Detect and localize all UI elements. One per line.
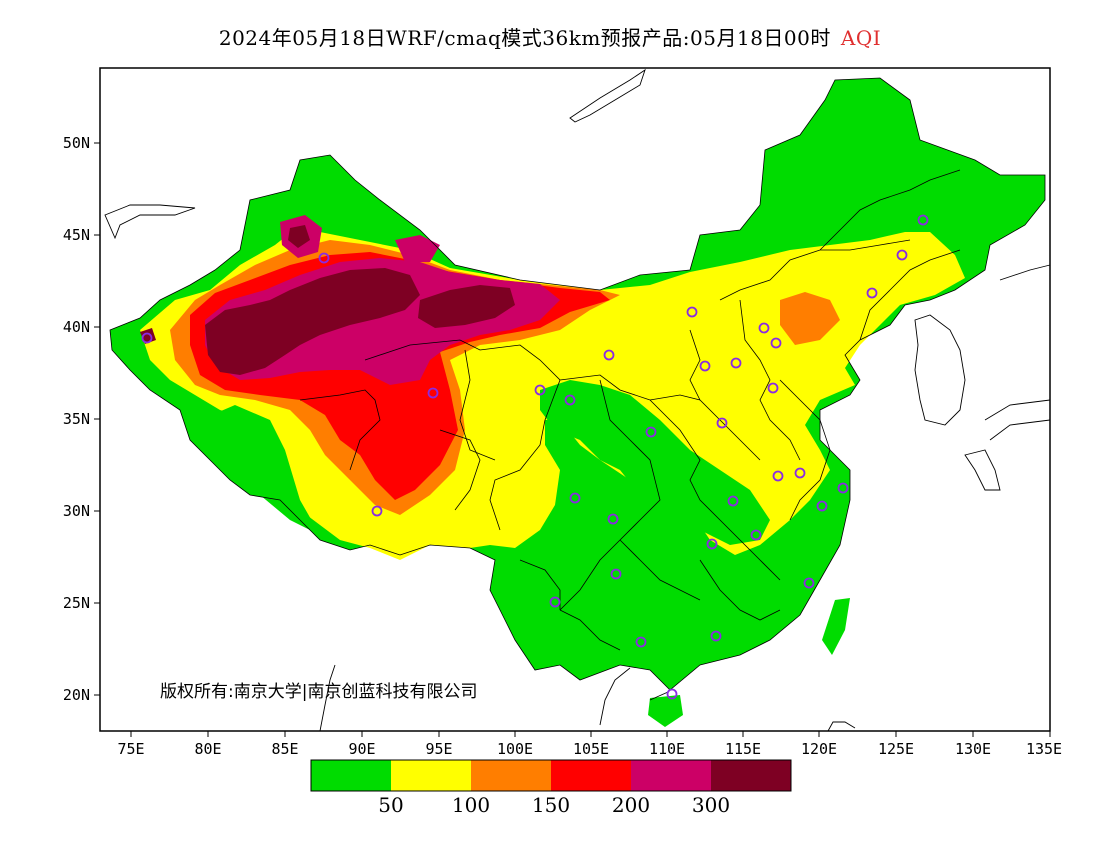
coast-baikal (569, 68, 646, 123)
coast-japan (964, 399, 1051, 491)
lat-tick-label: 45N (63, 226, 90, 244)
colorbar-label: 50 (378, 793, 403, 817)
station-marker (803, 577, 815, 589)
coast-vietnam (599, 667, 669, 726)
station-marker (534, 384, 546, 396)
coast-kazakh-lake (104, 204, 196, 240)
lon-tick-label: 110E (649, 740, 685, 758)
lon-tick-label: 130E (955, 740, 991, 758)
lat-tick-label: 30N (63, 502, 90, 520)
lat-axis (94, 142, 100, 696)
colorbar-swatch (711, 760, 791, 791)
country-boundary (109, 77, 1046, 691)
coast-myanmar (319, 664, 336, 732)
map-frame (99, 67, 1051, 732)
title-variable: AQI (840, 26, 882, 50)
lon-tick-label: 85E (271, 740, 298, 758)
lon-tick-label: 100E (497, 740, 533, 758)
lon-axis (130, 731, 1051, 737)
station-marker (569, 492, 581, 504)
aqi-region-hainan (648, 695, 683, 727)
province-lines (299, 169, 961, 651)
coast-korea (914, 314, 966, 426)
station-marker (758, 322, 770, 334)
station-marker (549, 596, 561, 608)
colorbar-swatch (551, 760, 631, 791)
coast-philippines (827, 721, 856, 732)
lon-tick-label: 120E (801, 740, 837, 758)
lon-tick-label: 90E (348, 740, 375, 758)
aqi-region-good-tibet (200, 405, 320, 535)
lon-tick-label: 115E (725, 740, 761, 758)
aqi-fields (110, 78, 1045, 727)
lat-tick-label: 20N (63, 686, 90, 704)
lon-tick-label: 75E (117, 740, 144, 758)
station-marker (603, 349, 615, 361)
lat-tick-label: 40N (63, 318, 90, 336)
station-marker (318, 252, 330, 264)
map-title: 2024年05月18日WRF/cmaq模式36km预报产品:05月18日00时 A… (0, 22, 1100, 51)
copyright-text: 版权所有:南京大学|南京创蓝科技有限公司 (160, 682, 477, 702)
aqi-region-very-unhealthy-bayan (395, 235, 440, 262)
colorbar-label: 300 (692, 793, 730, 817)
aqi-region-hazardous (205, 268, 420, 375)
colorbar-border (310, 759, 792, 792)
lat-tick-label: 35N (63, 410, 90, 428)
colorbar-swatch (631, 760, 711, 791)
colorbar-label: 200 (612, 793, 650, 817)
station-marker (767, 382, 779, 394)
station-marker (772, 470, 784, 482)
colorbar: 50 100 150 200 300 (310, 759, 792, 817)
station-marker (896, 249, 908, 261)
station-marker (635, 636, 647, 648)
station-marker (917, 214, 929, 226)
station-marker (837, 482, 849, 494)
boundaries (109, 77, 1046, 691)
station-marker (706, 538, 718, 550)
aqi-region-taiwan (822, 598, 850, 655)
station-marker (866, 287, 878, 299)
station-marker (730, 357, 742, 369)
lat-tick-labels: 50N 45N 40N 35N 30N 25N 20N (63, 134, 90, 704)
aqi-region-hazardous-gansu (418, 285, 515, 328)
colorbar-swatch (311, 760, 391, 791)
colorbar-swatch (391, 760, 471, 791)
station-marker (645, 426, 657, 438)
lat-tick-label: 50N (63, 134, 90, 152)
lat-tick-label: 25N (63, 594, 90, 612)
coast-russia-east (999, 264, 1051, 281)
colorbar-label: 150 (532, 793, 570, 817)
lon-tick-label: 80E (194, 740, 221, 758)
colorbar-label: 100 (452, 793, 490, 817)
station-marker (750, 529, 762, 541)
station-marker (427, 387, 439, 399)
aqi-region-usg-bohai (780, 292, 840, 345)
title-text: 2024年05月18日WRF/cmaq模式36km预报产品:05月18日00时 (218, 26, 831, 50)
station-markers (141, 214, 929, 700)
lon-tick-labels: 75E 80E 85E 90E 95E 100E 105E 110E 115E … (117, 740, 1062, 758)
station-marker (610, 568, 622, 580)
station-marker (727, 495, 739, 507)
station-marker (564, 394, 576, 406)
station-marker (710, 630, 722, 642)
station-marker (794, 467, 806, 479)
coastlines (104, 68, 1051, 732)
station-marker (607, 513, 619, 525)
station-marker (666, 688, 678, 700)
station-marker (686, 306, 698, 318)
aqi-region-hazardous-north (288, 225, 310, 248)
station-marker (716, 417, 728, 429)
lon-tick-label: 125E (878, 740, 914, 758)
lon-tick-label: 135E (1026, 740, 1062, 758)
station-marker (770, 337, 782, 349)
colorbar-swatch (471, 760, 551, 791)
lon-tick-label: 95E (425, 740, 452, 758)
lon-tick-label: 105E (573, 740, 609, 758)
aqi-region-good-sichuan (540, 380, 770, 545)
station-marker (699, 360, 711, 372)
station-marker (371, 505, 383, 517)
station-marker (141, 332, 153, 344)
station-marker (816, 500, 828, 512)
